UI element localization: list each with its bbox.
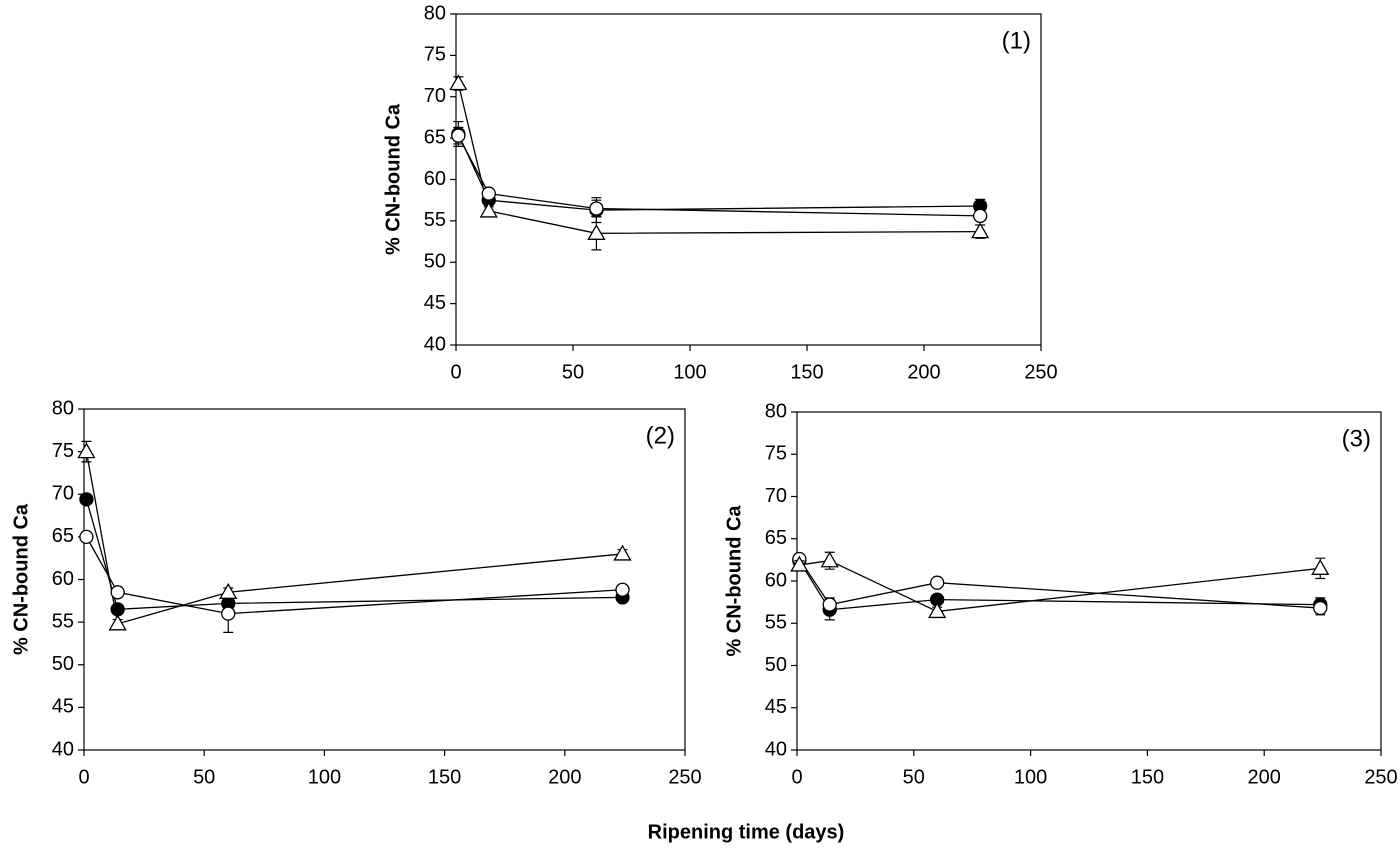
marker-triangle: [820, 551, 839, 568]
y-axis-label: % CN-bound Ca: [10, 503, 32, 655]
marker-triangle: [449, 74, 468, 91]
y-tick-label: 65: [52, 525, 74, 547]
marker-triangle: [790, 555, 809, 572]
series-line: [85, 536, 623, 615]
x-tick-label: 250: [1364, 766, 1397, 788]
series-line: [85, 499, 623, 611]
x-tick-label: 150: [1131, 766, 1164, 788]
y-tick-label: 40: [765, 738, 787, 760]
y-tick-label: 55: [765, 612, 787, 634]
marker-triangle: [971, 222, 990, 239]
chart-panel: 40 45 50 55 60 65 70 75 80 0 50 100 150 200 250 % CN-bo…: [10, 397, 701, 788]
panel-label: (1): [1002, 27, 1031, 54]
y-tick-label: 75: [424, 44, 446, 66]
y-tick-label: 65: [765, 527, 787, 549]
series-line: [457, 133, 981, 211]
marker-triangle: [77, 442, 96, 459]
chart-panel: 40 45 50 55 60 65 70 75 80 0 50 100 150 200 250 % CN-bo…: [723, 400, 1397, 788]
x-tick-label: 100: [1014, 766, 1047, 788]
x-tick-label: 200: [548, 766, 581, 788]
y-tick-label: 70: [52, 483, 74, 505]
plot-frame: [455, 13, 1042, 346]
y-tick-label: 80: [424, 2, 446, 24]
plot-frame: [83, 408, 686, 751]
y-tick-label: 60: [424, 168, 446, 190]
x-tick-label: 150: [428, 766, 461, 788]
y-tick-label: 65: [424, 126, 446, 148]
y-tick-label: 50: [424, 251, 446, 273]
panel-label: (3): [1342, 425, 1371, 452]
x-tick-label: 100: [308, 766, 341, 788]
x-tick-label: 250: [668, 766, 701, 788]
y-tick-label: 70: [765, 485, 787, 507]
x-tick-label: 0: [450, 361, 461, 383]
x-tick-label: 100: [673, 361, 706, 383]
x-axis-label: Ripening time (days): [648, 821, 845, 843]
y-tick-label: 50: [52, 653, 74, 675]
y-tick-label: 80: [765, 400, 787, 422]
marker-circle: [822, 597, 837, 612]
y-tick-label: 55: [424, 209, 446, 231]
marker-circle: [589, 201, 604, 216]
y-tick-label: 40: [52, 738, 74, 760]
marker-triangle: [1311, 559, 1330, 575]
marker-circle: [110, 585, 125, 600]
marker-circle: [973, 208, 988, 224]
x-tick-label: 50: [903, 766, 925, 788]
y-tick-label: 45: [52, 696, 74, 718]
marker-triangle: [219, 582, 238, 599]
x-tick-label: 50: [562, 361, 584, 383]
y-axis-label: % CN-bound Ca: [382, 103, 404, 255]
y-tick-label: 80: [52, 397, 74, 419]
marker-triangle: [928, 602, 947, 619]
marker-circle: [615, 582, 630, 597]
series-line: [798, 558, 1321, 609]
plot-frame: [796, 411, 1382, 751]
marker-circle: [110, 602, 125, 617]
marker-circle: [79, 529, 94, 545]
x-tick-label: 0: [78, 766, 89, 788]
marker-circle: [79, 492, 94, 507]
series-line: [798, 560, 1321, 611]
y-tick-label: 45: [424, 292, 446, 314]
y-tick-label: 60: [765, 569, 787, 591]
marker-circle: [481, 186, 496, 201]
marker-triangle: [479, 201, 498, 218]
y-tick-label: 70: [424, 85, 446, 107]
x-tick-label: 50: [193, 766, 215, 788]
series-line: [85, 451, 623, 625]
series-line: [457, 83, 981, 234]
y-tick-label: 60: [52, 568, 74, 590]
series-line: [799, 560, 1321, 613]
y-tick-label: 50: [765, 654, 787, 676]
y-axis-label: % CN-bound Ca: [723, 505, 745, 657]
y-tick-label: 55: [52, 610, 74, 632]
marker-circle: [221, 606, 236, 621]
x-tick-label: 150: [790, 361, 823, 383]
x-tick-label: 0: [791, 766, 802, 788]
series-line: [457, 135, 981, 217]
y-tick-label: 40: [424, 333, 446, 355]
marker-triangle: [587, 223, 606, 240]
x-tick-label: 250: [1024, 361, 1057, 383]
y-tick-label: 45: [765, 696, 787, 718]
marker-triangle: [613, 544, 632, 561]
marker-circle: [451, 128, 466, 143]
marker-circle: [930, 575, 945, 590]
marker-triangle: [108, 614, 127, 631]
x-tick-label: 200: [1248, 766, 1281, 788]
x-tick-label: 200: [907, 361, 940, 383]
y-tick-label: 75: [765, 443, 787, 465]
panel-label: (2): [646, 422, 675, 449]
y-tick-label: 75: [52, 440, 74, 462]
chart-panel: 40 45 50 55 60 65 70 75 80 0 50 100 150 200 250 % CN-bo…: [382, 2, 1057, 383]
marker-circle: [1313, 600, 1328, 616]
